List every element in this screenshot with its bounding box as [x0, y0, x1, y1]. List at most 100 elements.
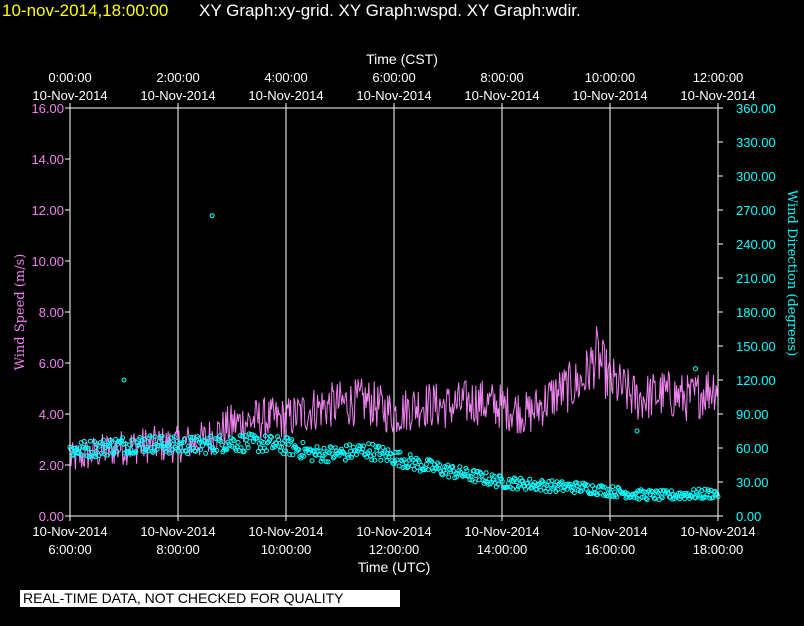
wind-direction-point [463, 465, 469, 471]
wind-direction-point [111, 451, 116, 457]
wind-direction-point [279, 444, 285, 450]
wind-direction-point [662, 490, 668, 496]
wind-direction-point [272, 444, 277, 450]
wind-direction-point [296, 447, 302, 452]
wind-direction-point [698, 495, 704, 501]
wind-direction-point [189, 437, 194, 443]
wind-direction-point [686, 493, 692, 499]
wind-direction-point [433, 466, 438, 472]
wind-direction-point [606, 493, 612, 499]
wind-direction-point [171, 434, 177, 440]
wind-direction-point [568, 484, 574, 490]
bottom-axis-tick-time: 18:00:00 [693, 542, 744, 557]
wind-direction-point [210, 445, 216, 451]
wind-direction-point [367, 448, 373, 454]
right-axis-tick-label: 270.00 [736, 203, 776, 218]
wind-direction-point [168, 435, 174, 441]
wind-direction-point [416, 459, 422, 465]
bottom-axis-tick-date: 10-Nov-2014 [32, 524, 107, 539]
wind-direction-point [567, 481, 573, 487]
wind-direction-point [185, 451, 190, 457]
wind-direction-point [262, 433, 268, 439]
wind-direction-point [197, 439, 203, 445]
wind-direction-point [710, 495, 716, 501]
wind-direction-point [285, 435, 291, 441]
wind-direction-point [323, 459, 329, 465]
wind-direction-point [85, 445, 91, 451]
wind-direction-point [190, 435, 195, 440]
wind-direction-point [523, 486, 529, 492]
wind-direction-point [643, 496, 649, 501]
wind-direction-point [571, 490, 577, 496]
wind-direction-point [188, 434, 193, 440]
wind-direction-point [630, 491, 636, 497]
wind-direction-point [342, 457, 348, 463]
wind-direction-point [635, 488, 641, 494]
wind-direction-point [658, 494, 664, 500]
wind-direction-point [317, 448, 323, 454]
wind-direction-point [325, 459, 331, 465]
bottom-axis-tick-date: 10-Nov-2014 [464, 524, 539, 539]
wind-direction-point [283, 448, 289, 454]
wind-direction-point [443, 470, 449, 476]
left-axis-tick-label: 6.00 [39, 356, 64, 371]
wind-direction-point [239, 433, 245, 439]
wind-direction-point [289, 437, 295, 443]
wind-direction-outlier [209, 213, 215, 219]
wind-direction-point [121, 441, 127, 447]
wind-direction-point [397, 449, 403, 455]
wind-direction-point [701, 494, 707, 500]
wind-direction-point [114, 448, 120, 454]
bottom-axis-tick-time: 8:00:00 [156, 542, 199, 557]
wind-direction-point [495, 481, 501, 487]
wind-direction-point [372, 457, 378, 463]
wind-direction-point [109, 439, 114, 445]
wind-direction-point [161, 441, 167, 447]
wind-direction-point [693, 495, 699, 501]
right-axis-tick-label: 330.00 [736, 135, 776, 150]
right-axis-tick-label: 120.00 [736, 373, 776, 388]
wind-direction-point [418, 462, 424, 468]
top-axis-tick-date: 10-Nov-2014 [464, 88, 539, 103]
right-axis-tick-label: 90.00 [736, 407, 769, 422]
right-axis-tick-label: 360.00 [736, 101, 776, 116]
wind-direction-point [224, 447, 230, 453]
wind-direction-point [483, 470, 489, 476]
right-axis-title: Wind Direction (degrees) [784, 190, 799, 356]
wind-direction-point [231, 438, 237, 444]
grid-lines [177, 108, 611, 516]
top-axis-tick-time: 12:00:00 [693, 70, 744, 85]
bottom-axis-tick-date: 10-Nov-2014 [248, 524, 323, 539]
wind-direction-point [497, 473, 503, 479]
wind-direction-point [77, 445, 83, 451]
wind-direction-point [91, 439, 97, 444]
wind-direction-point [245, 445, 251, 451]
wind-direction-point [427, 458, 433, 463]
top-axis-tick-date: 10-Nov-2014 [248, 88, 323, 103]
left-axis-tick-label: 0.00 [39, 509, 64, 524]
title-graphs: XY Graph:xy-grid. XY Graph:wspd. XY Grap… [199, 1, 581, 20]
wind-direction-point [395, 450, 401, 455]
bottom-axis-tick-time: 6:00:00 [48, 542, 91, 557]
left-axis-tick-label: 12.00 [31, 203, 64, 218]
wind-direction-point [105, 452, 110, 458]
wind-direction-point [186, 443, 191, 449]
wind-direction-point [238, 445, 244, 451]
wind-direction-point [178, 440, 184, 446]
right-axis: 0.00 30.00 60.00 90.00 120.00 150.00 180.00 210… [718, 101, 776, 524]
wind-direction-point [559, 479, 565, 485]
title-date: 10-nov-2014,18:00:00 [2, 1, 169, 20]
bottom-axis-tick-date: 10-Nov-2014 [680, 524, 755, 539]
wind-direction-point [510, 486, 515, 492]
wind-direction-outlier [693, 366, 698, 372]
wind-direction-point [128, 447, 134, 453]
wind-direction-point [384, 458, 390, 464]
wind-direction-point [241, 448, 247, 454]
top-axis: 0:00:00 10-Nov-2014 2:00:00 10-Nov-2014 4:00… [32, 70, 756, 108]
wind-direction-point [398, 457, 404, 463]
wind-direction-point [79, 452, 85, 458]
wind-direction-point [549, 478, 555, 484]
wind-direction-point [378, 457, 384, 463]
wind-direction-point [93, 448, 99, 454]
